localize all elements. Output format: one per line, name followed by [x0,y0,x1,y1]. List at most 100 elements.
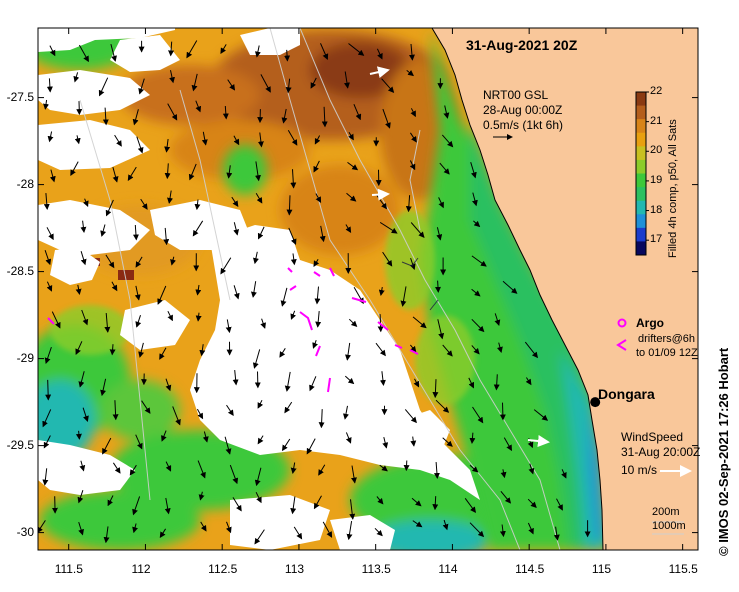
current-vector [503,437,512,452]
credit-line: © IMOS 02-Sep-2021 17:26 Hobart [716,347,731,556]
current-vector [319,225,326,243]
current-vector [135,256,143,268]
y-tick-label: -27.5 [6,89,34,104]
current-vector [195,284,202,296]
current-vector [405,195,412,213]
current-vector [199,344,206,357]
current-vector [168,41,175,57]
x-tick-label: 111.5 [54,562,83,576]
current-vector [528,463,535,475]
current-vector [290,253,297,266]
current-vector [138,342,145,358]
current-vector [473,220,481,228]
current-vector [279,348,286,358]
current-vector [322,521,333,538]
current-vector [353,104,362,121]
current-vector [260,74,271,93]
current-legend-line1: NRT00 GSL [483,88,549,102]
drifter-line2: to 01/09 12Z [636,347,698,359]
current-vector [442,344,453,357]
current-vector [257,226,265,240]
y-tick-label: -30 [16,524,34,539]
current-vector [167,103,178,121]
argo-title: Argo [636,316,664,330]
current-vector [306,438,316,455]
colorbar-tick-label: 22 [650,85,663,97]
current-vector [378,287,385,296]
current-vector [250,281,257,298]
colorbar-segment [636,119,646,134]
current-vector [345,432,352,444]
current-vector [157,285,167,305]
current-vector [132,109,139,126]
current-vector [43,435,51,449]
colorbar-tick-label: 20 [650,144,663,157]
current-vector [408,43,415,61]
current-vector [281,108,288,124]
current-vector [284,401,293,414]
current-vector [253,251,259,265]
current-vector [349,499,356,520]
current-vector [233,135,240,146]
current-vector [82,407,89,423]
current-vector [412,316,427,329]
current-vector [382,436,389,449]
current-vector [159,528,167,539]
current-vector [135,434,143,450]
current-vector [229,464,239,485]
current-vector [227,79,236,91]
current-vector [226,165,233,179]
current-vector [410,222,425,238]
current-vector [432,379,439,399]
current-vector [434,280,441,293]
current-vector [348,43,365,56]
current-vector [73,72,80,83]
current-vector [195,312,202,322]
cloud-mask [38,28,480,550]
current-vector [44,346,52,364]
current-vector [260,318,266,329]
current-vector [255,193,263,204]
current-vector [438,197,444,209]
current-vector [468,377,475,389]
colorbar-segment [636,105,646,120]
current-vector [379,371,386,386]
current-vector [406,70,414,77]
current-vector [376,48,383,60]
current-vector [290,462,297,474]
current-vector [102,437,112,455]
current-vector [257,399,264,409]
current-vector [111,281,118,292]
current-vector [233,222,240,236]
x-tick-label: 112 [131,562,151,576]
current-vector [198,491,205,501]
current-vector [105,254,115,269]
current-vector [437,319,445,340]
current-vector [232,370,239,386]
current-vector [47,131,54,143]
current-vector [343,405,349,420]
current-vector [471,318,485,333]
current-vector [499,402,506,421]
current-vector [132,224,139,241]
current-vector [290,496,297,515]
map-title: 31-Aug-2021 20Z [466,37,578,53]
current-vector [112,400,119,421]
current-vector [104,313,111,333]
current-vector [136,136,144,154]
current-vector [409,132,417,143]
current-vector [161,430,167,442]
current-vector [83,198,89,208]
current-vector [46,281,53,292]
wind-legend-line3: 10 m/s [621,463,658,477]
current-vector [471,255,487,267]
current-vector [314,286,321,305]
drifter-symbol [616,339,627,351]
current-vector [107,495,114,507]
current-vector [315,311,322,328]
wind-legend-line1: WindSpeed [621,430,684,444]
current-vector [412,520,423,528]
current-vector [159,347,167,360]
current-vector [494,313,501,326]
